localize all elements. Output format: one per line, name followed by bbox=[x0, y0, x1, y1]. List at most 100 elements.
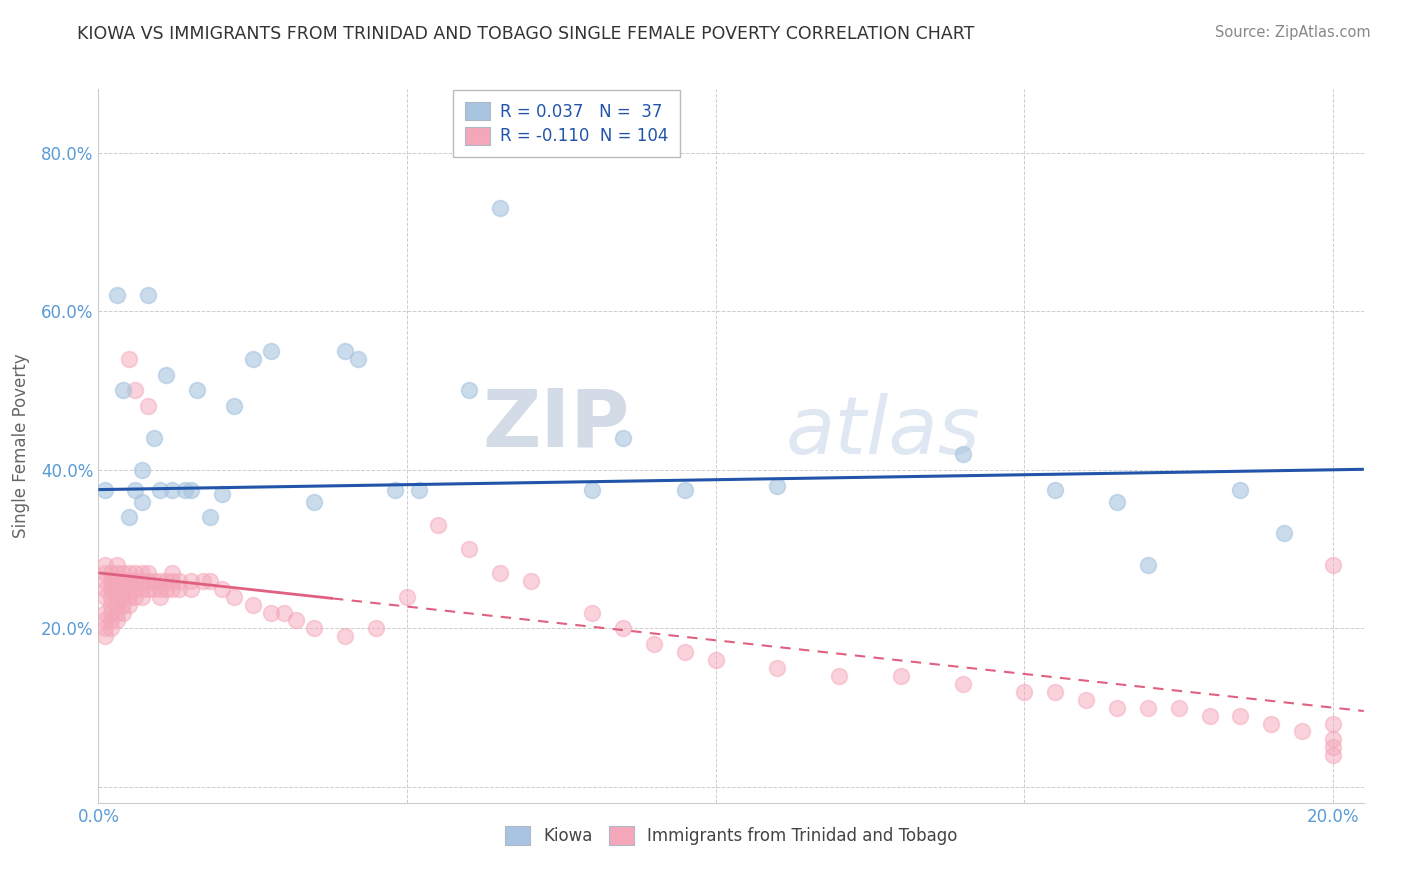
Point bbox=[100, 614, 122, 628]
Point bbox=[93, 574, 115, 588]
Point bbox=[224, 590, 246, 604]
Point bbox=[112, 574, 135, 588]
Point bbox=[105, 574, 128, 588]
Text: ZIP: ZIP bbox=[482, 385, 630, 464]
Point bbox=[105, 288, 128, 302]
Point bbox=[112, 384, 135, 398]
Point bbox=[124, 582, 146, 596]
Point bbox=[242, 598, 264, 612]
Point bbox=[105, 558, 128, 572]
Point bbox=[162, 574, 184, 588]
Point bbox=[673, 483, 696, 497]
Point bbox=[124, 566, 146, 580]
Point bbox=[1322, 748, 1344, 763]
Point bbox=[1074, 692, 1097, 706]
Point bbox=[1136, 700, 1159, 714]
Point bbox=[105, 566, 128, 580]
Point bbox=[180, 574, 202, 588]
Point bbox=[198, 510, 221, 524]
Point bbox=[519, 574, 541, 588]
Point bbox=[118, 510, 141, 524]
Point bbox=[260, 606, 283, 620]
Point bbox=[186, 384, 208, 398]
Point bbox=[457, 542, 479, 557]
Point bbox=[1272, 526, 1295, 541]
Point bbox=[198, 574, 221, 588]
Point bbox=[149, 590, 172, 604]
Point bbox=[1322, 558, 1344, 572]
Point bbox=[93, 483, 115, 497]
Point bbox=[242, 351, 264, 366]
Point bbox=[1322, 732, 1344, 747]
Point bbox=[155, 368, 177, 382]
Point bbox=[673, 645, 696, 659]
Point bbox=[118, 590, 141, 604]
Point bbox=[136, 400, 159, 414]
Point bbox=[488, 566, 510, 580]
Point bbox=[1229, 708, 1251, 723]
Point bbox=[93, 614, 115, 628]
Point bbox=[643, 637, 665, 651]
Point bbox=[488, 201, 510, 215]
Point bbox=[100, 582, 122, 596]
Point bbox=[1043, 483, 1066, 497]
Point bbox=[105, 598, 128, 612]
Point bbox=[162, 582, 184, 596]
Point bbox=[100, 566, 122, 580]
Point bbox=[273, 606, 295, 620]
Point bbox=[167, 582, 190, 596]
Point bbox=[335, 629, 357, 643]
Point bbox=[1136, 558, 1159, 572]
Point bbox=[143, 431, 166, 445]
Point bbox=[180, 582, 202, 596]
Point bbox=[704, 653, 727, 667]
Point bbox=[952, 677, 974, 691]
Point bbox=[124, 384, 146, 398]
Point bbox=[131, 590, 153, 604]
Point bbox=[426, 518, 449, 533]
Point bbox=[162, 566, 184, 580]
Text: Source: ZipAtlas.com: Source: ZipAtlas.com bbox=[1215, 25, 1371, 40]
Point bbox=[100, 606, 122, 620]
Point bbox=[766, 478, 789, 492]
Point bbox=[766, 661, 789, 675]
Point bbox=[612, 431, 634, 445]
Point bbox=[211, 486, 233, 500]
Point bbox=[131, 494, 153, 508]
Point bbox=[93, 558, 115, 572]
Point bbox=[1105, 700, 1128, 714]
Point bbox=[112, 582, 135, 596]
Y-axis label: Single Female Poverty: Single Female Poverty bbox=[11, 354, 30, 538]
Point bbox=[581, 606, 603, 620]
Point bbox=[304, 621, 326, 635]
Point bbox=[124, 483, 146, 497]
Legend: Kiowa, Immigrants from Trinidad and Tobago: Kiowa, Immigrants from Trinidad and Toba… bbox=[495, 816, 967, 855]
Point bbox=[124, 574, 146, 588]
Point bbox=[952, 447, 974, 461]
Point bbox=[167, 574, 190, 588]
Point bbox=[105, 582, 128, 596]
Point bbox=[180, 483, 202, 497]
Point bbox=[112, 598, 135, 612]
Point bbox=[118, 582, 141, 596]
Point bbox=[149, 483, 172, 497]
Point bbox=[1014, 685, 1036, 699]
Point bbox=[118, 598, 141, 612]
Point bbox=[1322, 740, 1344, 755]
Point bbox=[149, 574, 172, 588]
Point bbox=[100, 621, 122, 635]
Point bbox=[396, 590, 419, 604]
Point bbox=[93, 566, 115, 580]
Point bbox=[93, 582, 115, 596]
Point bbox=[457, 384, 479, 398]
Point bbox=[124, 590, 146, 604]
Point bbox=[828, 669, 851, 683]
Point bbox=[100, 574, 122, 588]
Text: atlas: atlas bbox=[786, 392, 980, 471]
Point bbox=[93, 590, 115, 604]
Point bbox=[193, 574, 215, 588]
Point bbox=[211, 582, 233, 596]
Point bbox=[131, 566, 153, 580]
Point bbox=[136, 288, 159, 302]
Point bbox=[408, 483, 430, 497]
